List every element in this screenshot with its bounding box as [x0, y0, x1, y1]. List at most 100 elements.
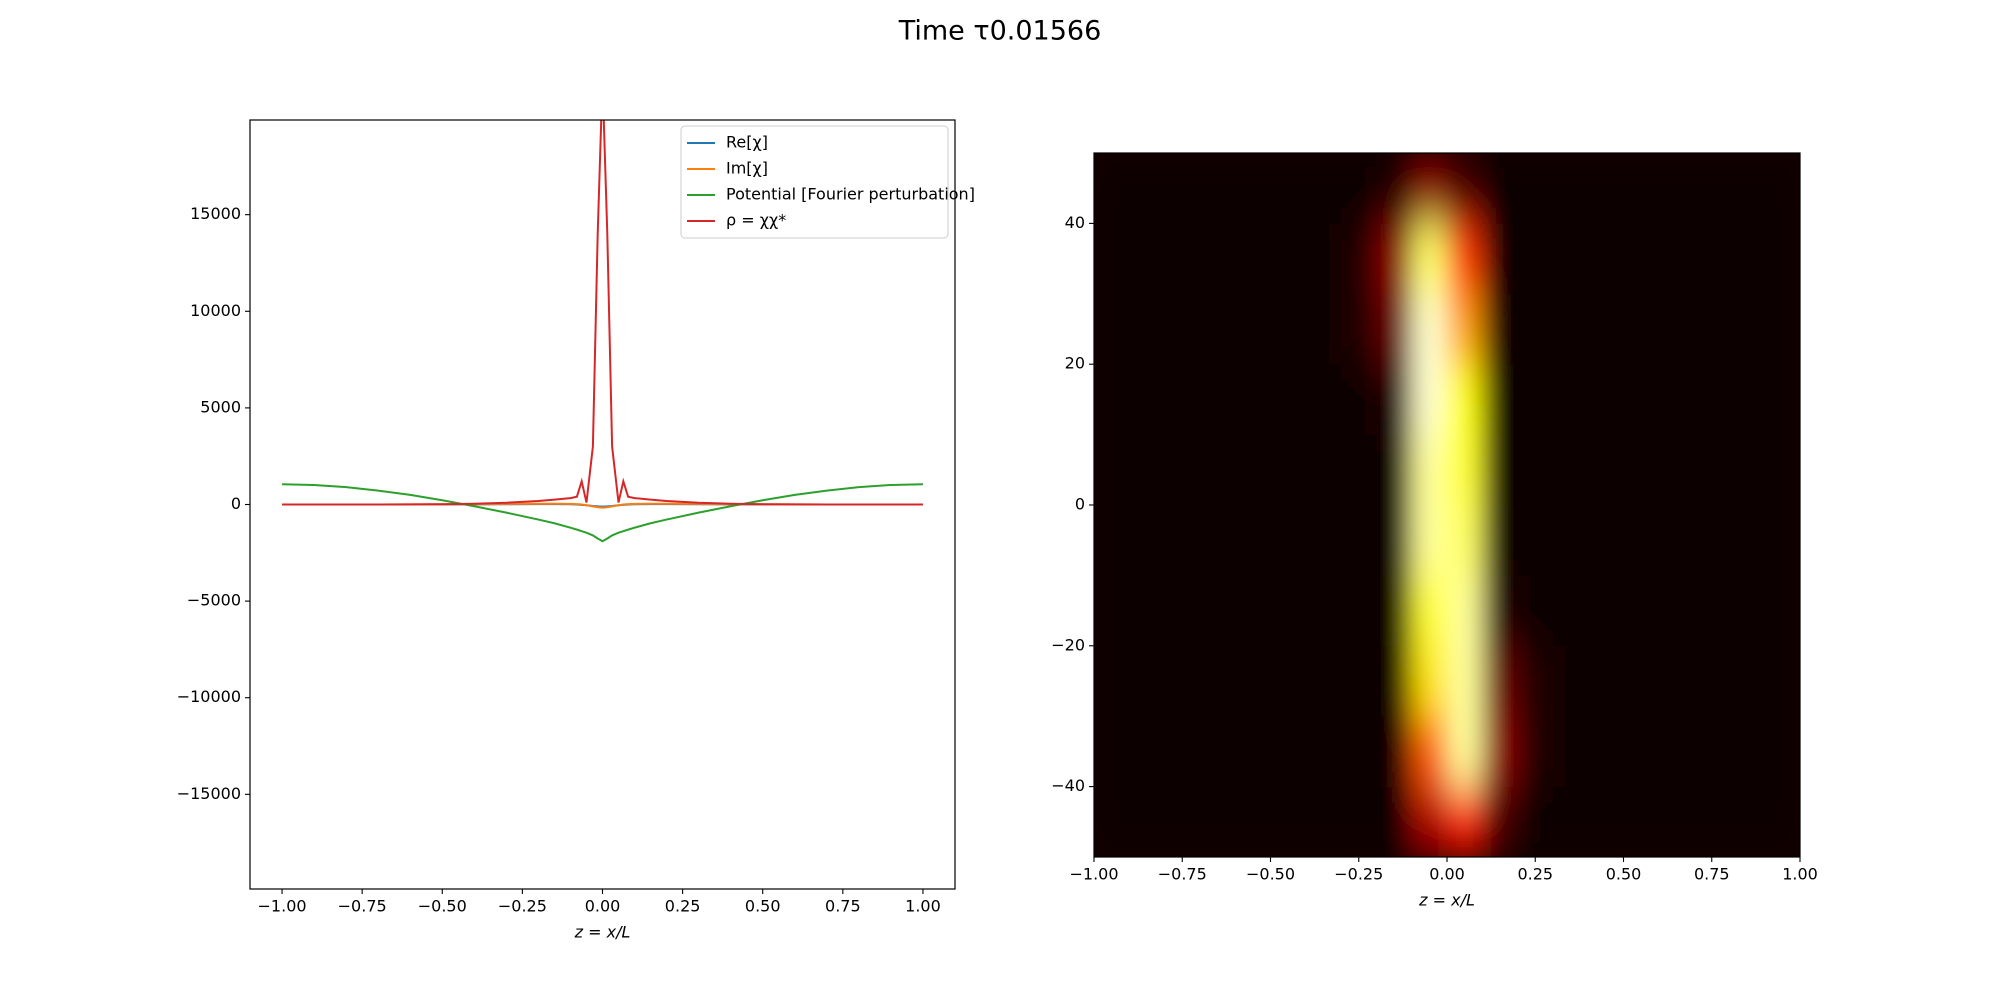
heatmap-cell: [1764, 645, 1800, 717]
heatmap-cell: [1411, 153, 1448, 224]
heatmap-cell: [1094, 293, 1130, 365]
legend-label: Im[χ]: [726, 159, 768, 178]
heatmap-cell: [1588, 716, 1624, 788]
heatmap-cell: [1235, 645, 1271, 717]
heatmap-cell: [1129, 505, 1166, 576]
heatmap-cell: [1658, 293, 1695, 365]
heatmap-cell: [1658, 364, 1695, 436]
heatmap-cell: [1270, 645, 1307, 717]
heatmap-cell: [1376, 293, 1413, 365]
heatmap-cell: [1129, 716, 1166, 788]
heatmap-cell: [1094, 645, 1130, 717]
heatmap-cell: [1729, 786, 1766, 857]
heatmap-cell: [1164, 223, 1201, 295]
x-tick-label: 0.75: [1694, 865, 1730, 884]
heatmap-cell: [1764, 716, 1800, 788]
heatmap-cell: [1729, 293, 1766, 365]
heatmap-cell: [1411, 786, 1448, 857]
x-axis-label: z = x/L: [574, 923, 631, 942]
heatmap-cell: [1235, 223, 1271, 295]
heatmap-cell: [1341, 223, 1377, 295]
heatmap-cell: [1482, 434, 1519, 506]
data-line: [282, 483, 923, 543]
x-tick-label: −0.25: [498, 897, 547, 916]
heatmap-cell: [1199, 364, 1236, 436]
heatmap-cell: [1482, 786, 1519, 857]
heatmap-cell: [1199, 153, 1236, 224]
heatmap-cell: [1694, 786, 1730, 857]
x-axis-label: z = x/L: [1418, 891, 1475, 910]
heatmap-cell: [1517, 364, 1554, 436]
heatmap-cell: [1447, 716, 1483, 788]
heatmap-cell: [1094, 786, 1130, 857]
heatmap-cell: [1376, 575, 1413, 647]
heatmap-cell: [1270, 786, 1307, 857]
heatmap-cell: [1658, 505, 1695, 576]
heatmap-cell: [1552, 364, 1589, 436]
heatmap-cell: [1235, 716, 1271, 788]
heatmap-cell: [1341, 575, 1377, 647]
heatmap-cell: [1129, 434, 1166, 506]
x-tick-label: 0.75: [825, 897, 861, 916]
x-tick-label: −1.00: [258, 897, 307, 916]
plot-area: [282, 120, 923, 543]
heatmap-cell: [1341, 364, 1377, 436]
heatmap-cell: [1517, 153, 1554, 224]
heatmap-cell: [1129, 786, 1166, 857]
heatmap-cell: [1623, 364, 1660, 436]
heatmap-cell: [1447, 223, 1483, 295]
heatmap-cell: [1552, 153, 1589, 224]
heatmap-cell: [1376, 645, 1413, 717]
heatmap-cell: [1552, 786, 1589, 857]
heatmap-cell: [1764, 575, 1800, 647]
heatmap-cell: [1588, 293, 1624, 365]
y-tick-label: 10000: [190, 301, 241, 320]
heatmap-cell: [1411, 293, 1448, 365]
heatmap-cell: [1164, 575, 1201, 647]
heatmap-cell: [1411, 364, 1448, 436]
heatmap-cell: [1694, 505, 1730, 576]
heatmap-cell: [1694, 645, 1730, 717]
heatmap-cell: [1517, 645, 1554, 717]
heatmap-cell: [1623, 434, 1660, 506]
heatmap-cell: [1764, 153, 1800, 224]
heatmap-cell: [1235, 293, 1271, 365]
heatmap-cell: [1552, 575, 1589, 647]
heatmap-cell: [1129, 293, 1166, 365]
heatmap-cell: [1482, 575, 1519, 647]
heatmap-cell: [1447, 645, 1483, 717]
heatmap-cell: [1447, 434, 1483, 506]
heatmap-cell: [1305, 575, 1342, 647]
legend-label: Re[χ]: [726, 133, 768, 152]
heatmap-cell: [1623, 153, 1660, 224]
legend-label: Potential [Fourier perturbation]: [726, 185, 975, 204]
heatmap-cell: [1376, 505, 1413, 576]
heatmap-cell: [1517, 505, 1554, 576]
heatmap-cell: [1482, 645, 1519, 717]
heatmap-cell: [1694, 153, 1730, 224]
heatmap-cell: [1164, 364, 1201, 436]
heatmap-cell: [1517, 434, 1554, 506]
heatmap-cell: [1270, 575, 1307, 647]
heatmap-cell: [1588, 575, 1624, 647]
x-tick-label: 1.00: [905, 897, 941, 916]
x-tick-label: 0.25: [665, 897, 701, 916]
heatmap-cell: [1164, 434, 1201, 506]
y-tick-label: 20: [1065, 354, 1085, 373]
heatmap-cell: [1658, 716, 1695, 788]
heatmap-cell: [1270, 716, 1307, 788]
heatmap-cell: [1411, 223, 1448, 295]
heatmap-cell: [1517, 786, 1554, 857]
heatmap-cell: [1729, 505, 1766, 576]
heatmap-cell: [1129, 153, 1166, 224]
heatmap-cell: [1552, 223, 1589, 295]
heatmap-cell: [1305, 786, 1342, 857]
heatmap-cell: [1199, 434, 1236, 506]
heatmap-cell: [1447, 786, 1483, 857]
heatmap-cell: [1305, 153, 1342, 224]
y-tick-label: −40: [1051, 776, 1085, 795]
heatmap-cell: [1270, 293, 1307, 365]
x-tick-label: 0.25: [1517, 865, 1553, 884]
heatmap-cell: [1305, 364, 1342, 436]
